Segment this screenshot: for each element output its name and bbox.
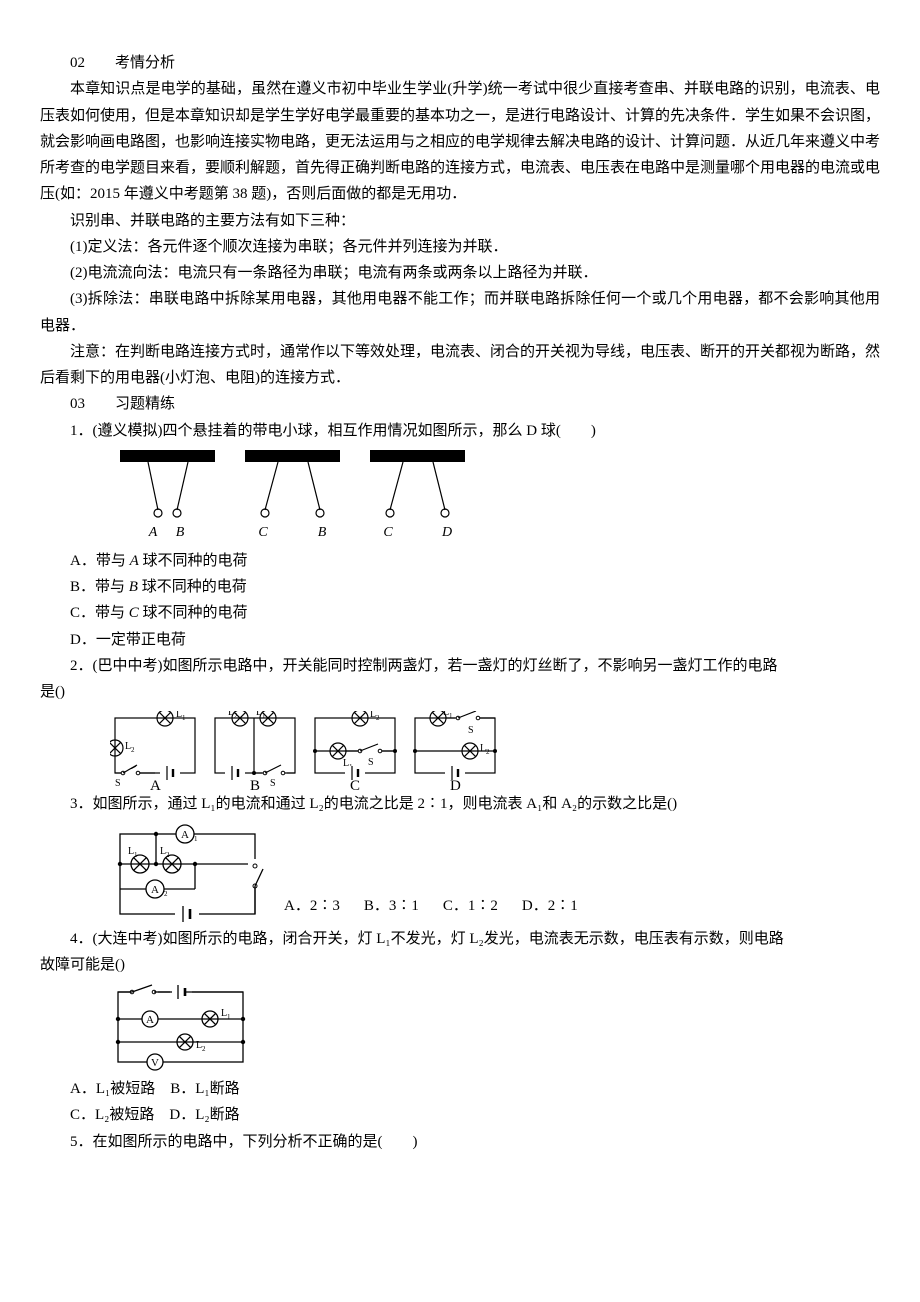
q1-diagram: A B C B C D	[120, 450, 880, 546]
svg-text:1: 1	[449, 712, 453, 720]
q2-diagram: L1 L2 S A L2 L1 S	[110, 711, 880, 791]
section-03-num: 03	[70, 396, 85, 412]
svg-text:2: 2	[486, 748, 490, 756]
svg-text:B: B	[250, 778, 260, 791]
section-03-title: 习题精练	[115, 396, 175, 412]
svg-text:1: 1	[262, 712, 266, 720]
q3-option-b: B．3∶1	[364, 893, 419, 919]
svg-text:1: 1	[194, 835, 198, 843]
q5-stem: 5．在如图所示的电路中，下列分析不正确的是( )	[40, 1129, 880, 1155]
svg-text:2: 2	[166, 851, 170, 859]
svg-text:2: 2	[164, 890, 168, 898]
section-03-heading: 03 习题精练	[40, 391, 880, 417]
q4-diagram: A L1 L2 V	[110, 984, 880, 1074]
q2-stem-b: 是()	[40, 679, 880, 705]
q1-option-b: B．带与 B 球不同种的电荷	[40, 574, 880, 600]
q3-diagram: A 1 L1 L2 A 2	[110, 824, 270, 924]
q1-option-c: C．带与 C 球不同种的电荷	[40, 600, 880, 626]
svg-text:C: C	[350, 778, 360, 791]
analysis-para-2: 识别串、并联电路的主要方法有如下三种：	[40, 208, 880, 234]
q1-stem: 1．(遵义模拟)四个悬挂着的带电小球，相互作用情况如图所示，那么 D 球( )	[40, 418, 880, 444]
svg-text:2: 2	[234, 712, 238, 720]
q3-options: A．2∶3 B．3∶1 C．1∶2 D．2∶1	[284, 893, 578, 923]
svg-text:2: 2	[376, 714, 380, 722]
svg-text:D: D	[450, 778, 461, 791]
q4-row-cd: C．L₂被短路 D．L₂断路	[40, 1102, 880, 1128]
svg-text:A: A	[146, 1014, 154, 1026]
q4-stem-a: 4．(大连中考)如图所示的电路，闭合开关，灯 L₁不发光，灯 L₂发光，电流表无…	[40, 926, 880, 952]
q4-row-ab: A．L₁被短路 B．L₁断路	[40, 1076, 880, 1102]
analysis-method-1: (1)定义法：各元件逐个顺次连接为串联；各元件并列连接为并联．	[40, 234, 880, 260]
section-02-title: 考情分析	[115, 55, 175, 71]
svg-text:C: C	[258, 525, 268, 540]
svg-text:1: 1	[134, 851, 138, 859]
svg-text:A: A	[151, 884, 159, 896]
svg-text:S: S	[468, 725, 474, 736]
q3-option-d: D．2∶1	[522, 893, 578, 919]
q4-stem-b: 故障可能是()	[40, 952, 880, 978]
q2-stem-a: 2．(巴中中考)如图所示电路中，开关能同时控制两盏灯，若一盏灯的灯丝断了，不影响…	[40, 653, 880, 679]
svg-text:A: A	[181, 829, 189, 841]
analysis-method-3: (3)拆除法：串联电路中拆除某用电器，其他用电器不能工作；而并联电路拆除任何一个…	[40, 286, 880, 339]
q1-option-a: A．带与 A 球不同种的电荷	[40, 548, 880, 574]
svg-text:1: 1	[227, 1013, 231, 1021]
q1-option-d: D．一定带正电荷	[40, 627, 880, 653]
svg-text:B: B	[176, 525, 185, 540]
q3-option-c: C．1∶2	[443, 893, 498, 919]
svg-text:D: D	[441, 525, 452, 540]
analysis-method-2: (2)电流流向法：电流只有一条路径为串联；电流有两条或两条以上路径为并联．	[40, 260, 880, 286]
svg-text:2: 2	[202, 1045, 206, 1053]
svg-text:B: B	[318, 525, 327, 540]
svg-text:A: A	[150, 778, 161, 791]
svg-text:2: 2	[131, 746, 135, 754]
section-02-heading: 02 考情分析	[40, 50, 880, 76]
section-02-num: 02	[70, 55, 85, 71]
q3-row: A 1 L1 L2 A 2 A．2∶3 B．3	[110, 824, 880, 924]
q3-stem: 3．如图所示，通过 L₁的电流和通过 L₂的电流之比是 2∶1，则电流表 A₁和…	[40, 791, 880, 817]
svg-text:C: C	[383, 525, 393, 540]
svg-text:S: S	[270, 778, 276, 789]
svg-text:A: A	[148, 525, 158, 540]
analysis-note: 注意：在判断电路连接方式时，通常作以下等效处理，电流表、闭合的开关视为导线，电压…	[40, 339, 880, 392]
q3-option-a: A．2∶3	[284, 893, 340, 919]
svg-text:V: V	[151, 1057, 159, 1069]
analysis-para-1: 本章知识点是电学的基础，虽然在遵义市初中毕业生学业(升学)统一考试中很少直接考查…	[40, 76, 880, 207]
svg-text:S: S	[115, 778, 121, 789]
svg-text:1: 1	[182, 714, 186, 722]
svg-text:S: S	[368, 757, 374, 768]
